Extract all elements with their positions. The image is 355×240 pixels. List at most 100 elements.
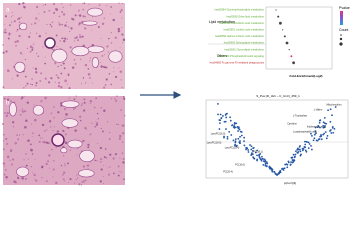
tissue-cell bbox=[61, 23, 63, 26]
tissue-cell bbox=[25, 119, 28, 122]
tissue-cell bbox=[121, 17, 123, 19]
tissue-cell bbox=[74, 37, 76, 39]
tissue-cell bbox=[102, 175, 104, 177]
tissue-cell bbox=[57, 76, 59, 79]
tissue-cell bbox=[73, 108, 75, 111]
volcano-point bbox=[263, 160, 266, 163]
volcano-point bbox=[251, 150, 254, 152]
volcano-point bbox=[315, 139, 318, 142]
volcano-point bbox=[222, 115, 224, 117]
tissue-cell bbox=[119, 157, 121, 159]
tissue-cell bbox=[35, 17, 38, 20]
tissue-cell bbox=[34, 118, 37, 122]
point-label: PC(16:0) bbox=[235, 164, 245, 167]
tissue-cell bbox=[69, 149, 72, 152]
tissue-cell bbox=[27, 158, 29, 160]
volcano-point bbox=[304, 146, 307, 149]
tissue-cell bbox=[103, 66, 106, 69]
volcano-point bbox=[331, 114, 333, 117]
alveolus bbox=[87, 45, 105, 53]
tissue-cell bbox=[10, 150, 12, 153]
tissue-cell bbox=[81, 83, 82, 85]
alveolus bbox=[16, 166, 30, 177]
volcano-point bbox=[306, 141, 308, 143]
tissue-cell bbox=[113, 67, 115, 69]
tissue-cell bbox=[53, 3, 55, 5]
tissue-cell bbox=[67, 74, 70, 77]
volcano-point bbox=[247, 149, 250, 151]
tissue-cell bbox=[123, 97, 126, 100]
volcano-point bbox=[237, 127, 240, 130]
tissue-cell bbox=[56, 130, 59, 133]
tissue-cell bbox=[58, 23, 61, 26]
tissue-cell bbox=[16, 28, 19, 31]
volcano-point bbox=[292, 160, 295, 163]
x-axis-label: Fold-Enrichment(Log2) bbox=[290, 74, 323, 78]
tissue-cell bbox=[94, 125, 97, 128]
tissue-cell bbox=[117, 27, 121, 31]
tissue-cell bbox=[76, 177, 79, 179]
tissue-cell bbox=[97, 118, 99, 120]
group-label: Others bbox=[217, 54, 228, 58]
tissue-cell bbox=[44, 130, 46, 132]
volcano-point bbox=[302, 149, 304, 152]
tissue-cell bbox=[52, 129, 54, 131]
volcano-point bbox=[236, 126, 239, 128]
volcano-point bbox=[322, 124, 325, 127]
pathway-label: hsa00591 Linoleic acid metabolism bbox=[224, 27, 264, 31]
tissue-cell bbox=[21, 96, 24, 99]
tissue-cell bbox=[64, 163, 66, 165]
tissue-cell bbox=[121, 124, 125, 127]
volcano-point bbox=[247, 151, 250, 153]
tissue-cell bbox=[103, 86, 106, 89]
tissue-cell bbox=[4, 111, 7, 114]
volcano-point bbox=[307, 147, 310, 150]
tissue-cell bbox=[114, 97, 116, 100]
tissue-cell bbox=[68, 87, 71, 90]
tissue-cell bbox=[24, 165, 26, 167]
tissue-cell bbox=[91, 122, 93, 125]
volcano-point bbox=[262, 163, 265, 166]
volcano-point bbox=[294, 153, 297, 156]
tissue-cell bbox=[48, 81, 51, 84]
tissue-cell bbox=[67, 182, 69, 184]
volcano-point bbox=[245, 148, 247, 151]
tissue-cell bbox=[85, 129, 88, 131]
tissue-cell bbox=[30, 148, 32, 150]
tissue-cell bbox=[11, 78, 13, 80]
tissue-cell bbox=[79, 119, 82, 122]
tissue-cell bbox=[54, 126, 56, 128]
tissue-cell bbox=[30, 166, 33, 168]
tissue-cell bbox=[122, 42, 124, 44]
tissue-cell bbox=[5, 176, 8, 179]
tissue-cell bbox=[95, 97, 97, 100]
tissue-cell bbox=[10, 100, 12, 102]
volcano-point bbox=[268, 165, 271, 168]
tissue-cell bbox=[29, 45, 33, 49]
tissue-cell bbox=[79, 115, 82, 118]
tissue-cell bbox=[103, 164, 104, 166]
tissue-cell bbox=[54, 81, 56, 83]
volcano-point bbox=[263, 158, 265, 161]
enrichment-dot bbox=[275, 9, 277, 11]
tissue-cell bbox=[91, 16, 93, 18]
volcano-point bbox=[300, 153, 302, 156]
tissue-cell bbox=[113, 71, 115, 73]
tissue-cell bbox=[2, 122, 5, 126]
point-label: Indoleacrylic acid bbox=[307, 126, 326, 129]
volcano-point bbox=[250, 154, 253, 156]
tissue-cell bbox=[122, 96, 125, 98]
volcano-point bbox=[326, 135, 329, 137]
tissue-cell bbox=[78, 183, 81, 186]
tissue-cell bbox=[6, 69, 10, 73]
tissue-cell bbox=[9, 24, 11, 26]
alveolus bbox=[19, 22, 28, 31]
tissue-cell bbox=[31, 153, 34, 155]
tissue-cell bbox=[6, 98, 10, 101]
tissue-cell bbox=[35, 84, 37, 87]
tissue-cell bbox=[110, 42, 113, 44]
enrichment-dot bbox=[288, 49, 290, 51]
histology-a bbox=[2, 2, 126, 90]
alveolus bbox=[60, 147, 68, 154]
tissue-cell bbox=[76, 154, 78, 156]
